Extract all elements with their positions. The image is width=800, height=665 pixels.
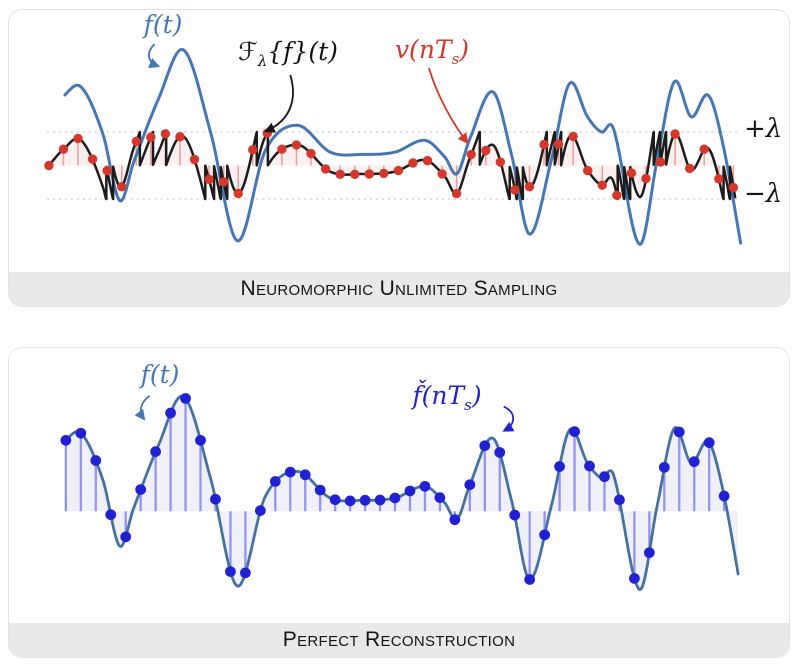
- reconstruction-chart: [60, 393, 740, 592]
- label-recon-pre: f̌(nT: [412, 381, 465, 410]
- label-lambda-minus: −λ: [744, 179, 783, 209]
- signal-curve: [63, 47, 743, 246]
- label-folded-sub: λ: [257, 52, 268, 70]
- label-samples: v(nTs): [395, 36, 469, 68]
- caption-perfect-reconstruction: Perfect Reconstruction: [9, 623, 789, 657]
- signal-area-fill: [64, 396, 739, 590]
- label-recon-post: ): [471, 381, 482, 410]
- caption-neuromorphic-sampling: Neuromorphic Unlimited Sampling: [9, 272, 789, 306]
- panel-neuromorphic-sampling: f(t) ℱλ{f}(t) v(nTs) +λ −λ Neuromorphic …: [8, 9, 790, 307]
- label-f-t-bottom: f(t): [141, 361, 180, 389]
- label-samples-pre: v(nT: [394, 35, 452, 64]
- sampling-chart: [44, 47, 743, 246]
- plot-area-reconstruction: f(t) f̌(nTs): [9, 348, 789, 623]
- label-samples-post: ): [459, 35, 470, 64]
- annotation-arrows-bottom: [134, 394, 515, 432]
- signal-curve: [63, 394, 740, 592]
- f-t-arrow: [148, 43, 161, 68]
- label-folded-post: {f}(t): [267, 37, 338, 66]
- label-f-t-bottom-text: f(t): [140, 360, 180, 389]
- label-recon-sub: s: [464, 396, 472, 414]
- folded-signal-arrow: [263, 74, 294, 133]
- samples-arrow: [428, 67, 469, 145]
- folded-signal-curve: [47, 130, 737, 201]
- label-samples-sub: s: [451, 50, 460, 68]
- reconstruction-arrow: [502, 405, 515, 432]
- label-folded-signal: ℱλ{f}(t): [238, 38, 338, 70]
- panel-perfect-reconstruction: f(t) f̌(nTs) Perfect Reconstruction: [8, 347, 790, 658]
- label-lambda-plus: +λ: [744, 114, 783, 144]
- sample-dots: [44, 128, 739, 200]
- annotation-arrows-top: [148, 43, 469, 145]
- f-t-arrow-bottom: [134, 394, 151, 421]
- script-f-glyph: ℱ: [238, 37, 258, 66]
- label-f-t: f(t): [144, 11, 183, 39]
- plot-area-sampling: f(t) ℱλ{f}(t) v(nTs) +λ −λ: [9, 10, 789, 272]
- label-f-t-text: f(t): [143, 10, 183, 39]
- label-reconstructed-samples: f̌(nTs): [412, 382, 481, 414]
- sample-dots: [60, 393, 730, 585]
